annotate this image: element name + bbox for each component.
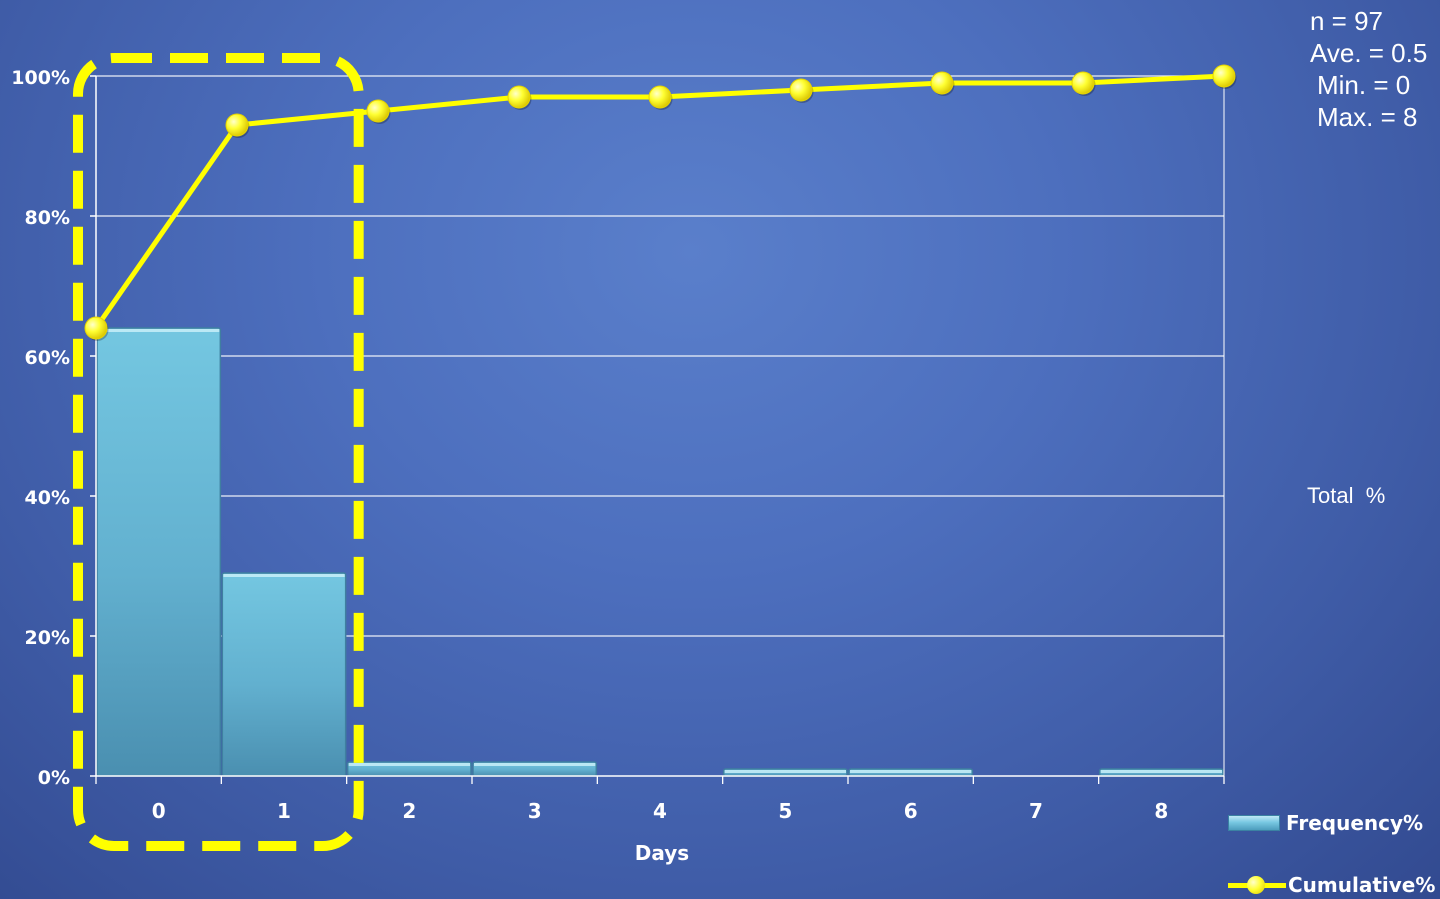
cumulative-point — [366, 99, 390, 123]
stat-max: Max. = 8 — [1317, 102, 1418, 132]
x-tick-label: 6 — [904, 799, 918, 823]
bar-highlight — [724, 770, 846, 773]
bar-highlight — [223, 574, 345, 577]
highlight-box — [73, 53, 364, 851]
legend-cumulative: Cumulative% — [1228, 873, 1435, 897]
y-tick-label: 40% — [25, 487, 70, 509]
gridlines — [96, 75, 1224, 637]
cumulative-point — [225, 113, 249, 137]
axes — [90, 75, 1225, 784]
cumulative-point — [648, 85, 672, 109]
bar-highlight — [850, 770, 972, 773]
bar-highlight — [474, 763, 596, 766]
y-tick-label: 60% — [25, 347, 70, 369]
legend-line-swatch — [1228, 876, 1286, 894]
x-axis-title: Days — [635, 841, 689, 865]
cumulative-point — [930, 71, 954, 95]
x-tick-label: 1 — [277, 799, 291, 823]
x-tick-label: 3 — [528, 799, 542, 823]
frequency-bar — [96, 327, 222, 777]
cumulative-point — [84, 316, 108, 340]
highlight-dashed-box — [73, 53, 364, 851]
frequency-bar — [221, 572, 347, 777]
legend-cumulative-label: Cumulative% — [1288, 873, 1436, 897]
bar-highlight — [98, 329, 220, 332]
x-tick-label: 0 — [152, 799, 166, 823]
legend-frequency-label: Frequency% — [1286, 811, 1424, 835]
y-tick-label: 100% — [11, 67, 70, 89]
cumulative-point — [507, 85, 531, 109]
y-tick-label: 20% — [25, 627, 70, 649]
x-tick-label: 8 — [1154, 799, 1168, 823]
cumulative-line — [84, 64, 1237, 341]
legend-frequency: Frequency% — [1228, 811, 1423, 835]
stat-average: Ave. = 0.5 — [1310, 38, 1428, 68]
y-tick-label: 80% — [25, 207, 70, 229]
stats-box: n = 97 Ave. = 0.5 Min. = 0 Max. = 8 — [1310, 5, 1427, 133]
x-tick-label: 2 — [402, 799, 416, 823]
y-tick-label: 0% — [38, 767, 70, 789]
stat-min: Min. = 0 — [1317, 70, 1411, 100]
frequency-bars — [96, 327, 1224, 777]
x-tick-label: 7 — [1029, 799, 1043, 823]
cumulative-point — [1212, 64, 1236, 88]
x-tick-label: 5 — [778, 799, 792, 823]
cumulative-point — [789, 78, 813, 102]
bar-highlight — [348, 763, 470, 766]
side-axis-label: Total % — [1307, 483, 1386, 508]
x-tick-label: 4 — [653, 799, 667, 823]
stat-n: n = 97 — [1310, 6, 1384, 36]
bar-highlight — [1100, 770, 1222, 773]
cumulative-point — [1071, 71, 1095, 95]
legend-bar-swatch — [1228, 815, 1280, 831]
axis-labels: 0% 20% 40% 60% 80% 100% 0 1 2 3 4 5 6 7 8 Days — [11, 67, 1168, 865]
cumulative-polyline — [93, 73, 1225, 330]
